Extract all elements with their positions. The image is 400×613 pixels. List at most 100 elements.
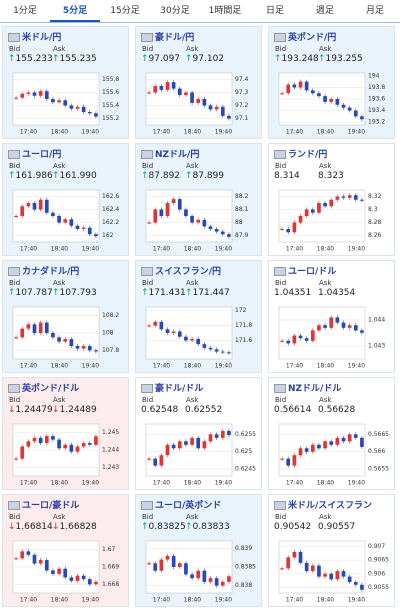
candle — [14, 216, 18, 217]
rate-card[interactable]: カナダドル/円 Bid Ask ↑107.787 ↑107.793 108.2 108 107… — [2, 260, 129, 373]
rate-card[interactable]: 米ドル/円 Bid Ask ↑155.233 ↑155.235 155.8 155.6 155… — [2, 26, 129, 139]
rate-card[interactable]: ランド/円 Bid Ask 8.314 8.323 8.32 8.3 8.28 8.26 17:4… — [268, 143, 395, 256]
tab[interactable]: 5分足 — [50, 0, 100, 22]
candle — [20, 93, 25, 98]
pair-name[interactable]: スイスフラン/円 — [155, 267, 222, 277]
ask-arrow: ↑ — [185, 288, 193, 298]
candle — [63, 219, 68, 223]
candle — [44, 436, 49, 444]
candle — [286, 557, 291, 569]
candle — [323, 441, 327, 449]
candle — [63, 568, 68, 578]
rate-card[interactable]: ユーロ/豪ドル Bid Ask ↓1.66814 ↓1.66828 1.67 1.669 1.… — [2, 494, 129, 607]
x-tick-label: 17:40 — [286, 597, 303, 604]
x-tick-label: 18:40 — [51, 480, 68, 487]
candle — [69, 339, 74, 346]
rate-card[interactable]: ユーロ/英ポンド Bid Ask ↑0.83825 ↑0.83833 0.839 0.838… — [135, 494, 262, 607]
bid-price: 107.787 — [15, 288, 53, 298]
bid-arrow: ↑ — [8, 288, 16, 298]
x-tick-label: 18:40 — [184, 246, 201, 253]
candle — [196, 437, 201, 449]
tab[interactable]: 15分足 — [110, 6, 140, 16]
candle — [317, 444, 321, 449]
candle — [196, 570, 201, 579]
candle — [75, 225, 80, 229]
ask-price: 0.83833 — [192, 522, 230, 532]
pair-name[interactable]: ランド/円 — [288, 150, 328, 160]
x-tick-label: 19:40 — [82, 363, 99, 370]
x-tick-label: 18:40 — [317, 363, 334, 370]
y-tick-label: 108.2 — [102, 312, 119, 319]
y-tick-label: 97.3 — [235, 89, 249, 96]
pair-name[interactable]: ユーロ/英ポンド — [155, 501, 222, 511]
pair-name[interactable]: 米ドル/スイスフラン — [288, 501, 373, 511]
bid-label: Bid — [9, 513, 21, 521]
candle — [159, 86, 164, 90]
candle — [329, 441, 334, 445]
pair-name[interactable]: 英ポンド/円 — [288, 33, 337, 43]
tab[interactable]: 日足 — [265, 6, 284, 16]
y-tick-label: 8.26 — [368, 232, 382, 239]
rate-card[interactable]: NZドル/ドル Bid Ask 0.56614 0.56628 0.5665 0.566 0.… — [268, 377, 395, 490]
y-tick-label: 1.669 — [102, 564, 119, 571]
rate-card[interactable]: スイスフラン/円 Bid Ask ↑171.431 ↑171.447 172 171.8 17… — [135, 260, 262, 373]
tab[interactable]: 30分足 — [160, 6, 190, 16]
tab[interactable]: 月足 — [365, 6, 384, 16]
ask-value: 0.90557 — [318, 522, 355, 532]
bid-price: 161.986 — [15, 171, 53, 181]
candle — [298, 216, 303, 223]
tab[interactable]: 週足 — [315, 6, 334, 16]
pair-name[interactable]: ユーロ/豪ドル — [22, 501, 80, 511]
candle — [153, 86, 158, 93]
ask-price: 193.255 — [325, 54, 363, 64]
mini-chart: 0.5665 0.566 0.5655 17:40 18:40 19:40 — [278, 423, 389, 487]
ask-label: Ask — [319, 513, 332, 521]
y-tick-label: 0.9065 — [368, 557, 389, 564]
candle — [81, 443, 86, 447]
plot-area — [145, 423, 233, 477]
candle — [353, 582, 358, 585]
x-tick-label: 19:40 — [82, 246, 99, 253]
pair-name[interactable]: カナダドル/円 — [22, 267, 80, 277]
candle — [286, 84, 291, 94]
candle — [360, 584, 364, 590]
candle — [202, 99, 207, 106]
candle — [353, 434, 358, 438]
rate-card[interactable]: ユーロ/円 Bid Ask ↑161.986 ↑161.990 162.6 162.4 162… — [2, 143, 129, 256]
ask-arrow: ↑ — [185, 171, 193, 181]
x-tick-label: 17:40 — [153, 597, 170, 604]
rate-card[interactable]: 英ポンド/ドル Bid Ask ↓1.24479 ↓1.24489 1.245 1.244 1… — [2, 377, 129, 490]
tab[interactable]: 1時間足 — [208, 6, 242, 16]
ask-price: 1.24489 — [59, 405, 97, 415]
y-tick-label: 107.8 — [102, 347, 119, 354]
pair-name[interactable]: 豪ドル/円 — [155, 33, 195, 43]
rate-card[interactable]: 英ポンド/円 Bid Ask ↑193.248 ↑193.255 194 193.8 193.… — [268, 26, 395, 139]
candle — [69, 577, 74, 581]
pair-name[interactable]: 米ドル/円 — [22, 33, 62, 43]
candle — [353, 325, 358, 331]
pair-name[interactable]: ユーロ/ドル — [288, 267, 337, 277]
candle — [26, 324, 31, 329]
rate-card[interactable]: 米ドル/スイスフラン Bid Ask 0.90542 0.90557 0.907 0.906… — [268, 494, 395, 607]
rate-card[interactable]: ユーロ/ドル Bid Ask 1.04351 1.04354 1.044 1.043 17:4… — [268, 260, 395, 373]
candle — [280, 458, 284, 460]
pair-name[interactable]: ユーロ/円 — [22, 150, 62, 160]
ask-label: Ask — [53, 162, 66, 170]
rate-card[interactable]: 豪ドル/円 Bid Ask ↑97.097 ↑97.102 97.4 97.3 97.2 97.… — [135, 26, 262, 139]
pair-name[interactable]: 豪ドル/ドル — [155, 384, 204, 394]
ask-price: 1.66828 — [59, 522, 97, 532]
tab[interactable]: 1分足 — [13, 6, 37, 16]
ask-arrow: ↑ — [185, 54, 193, 64]
candle — [87, 346, 92, 351]
pair-name[interactable]: NZドル/円 — [155, 150, 200, 160]
candle — [353, 110, 358, 117]
candle — [196, 219, 201, 223]
candle — [184, 563, 188, 575]
pair-name[interactable]: 英ポンド/ドル — [22, 384, 80, 394]
pair-name[interactable]: NZドル/ドル — [288, 384, 342, 394]
rate-card[interactable]: NZドル/円 Bid Ask ↑87.892 ↑87.899 88.2 88.1 88 87.9… — [135, 143, 262, 256]
candle — [81, 106, 86, 112]
bid-value: ↑0.83825 — [141, 522, 186, 532]
x-tick-label: 18:40 — [184, 480, 201, 487]
rate-card[interactable]: 豪ドル/ドル Bid Ask 0.62548 0.62552 0.6255 0.625 0.6… — [135, 377, 262, 490]
